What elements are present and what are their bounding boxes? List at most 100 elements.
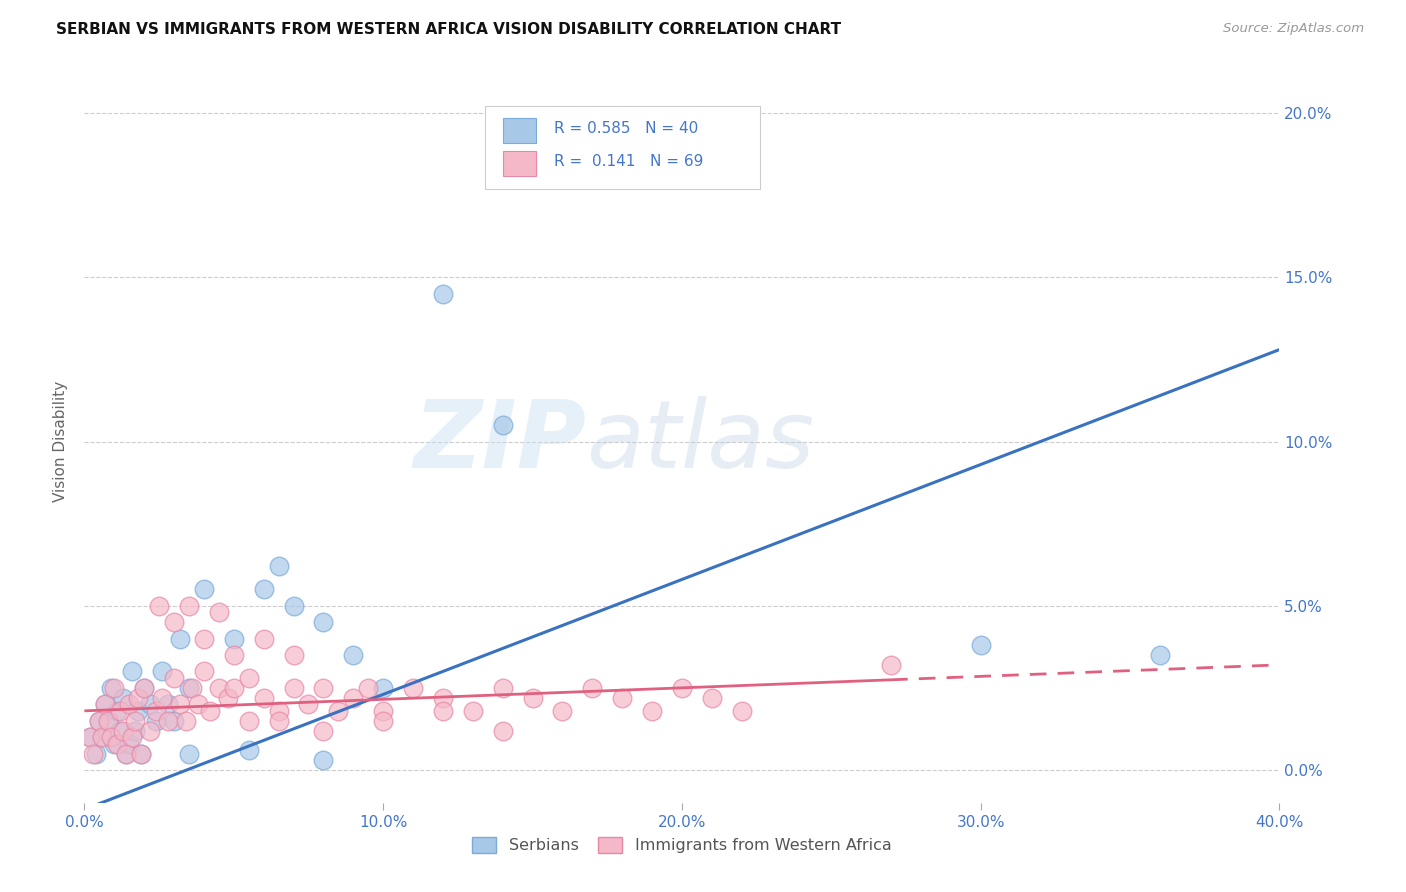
Point [148,599,170,613]
Point [124,714,146,728]
Y-axis label: Vision Disability: Vision Disability [53,381,69,502]
Text: Source: ZipAtlas.com: Source: ZipAtlas.com [1223,22,1364,36]
Point [169,698,191,712]
Point [461,704,484,718]
Point [342,648,364,662]
Point [492,681,515,695]
Point [222,632,245,646]
Point [312,723,335,738]
Point [169,632,191,646]
Point [373,681,395,695]
Point [124,723,146,738]
Point [267,704,290,718]
Point [163,671,186,685]
Point [267,559,290,574]
Point [91,730,114,744]
Point [373,714,395,728]
Point [492,418,515,433]
Point [432,690,454,705]
Point [402,681,425,695]
Point [121,730,143,744]
Point [115,747,138,761]
Point [238,671,260,685]
Text: atlas: atlas [586,396,814,487]
Point [312,681,335,695]
Point [297,698,319,712]
Point [105,704,128,718]
Point [492,723,515,738]
Point [86,747,108,761]
Point [187,698,209,712]
Point [238,743,260,757]
Point [177,599,200,613]
Point [700,690,723,705]
Point [198,704,221,718]
Point [112,690,135,705]
Point [118,698,141,712]
Point [105,737,128,751]
Point [731,704,754,718]
Point [127,704,149,718]
Point [121,665,143,679]
Point [253,690,276,705]
Point [267,714,290,728]
Point [139,698,162,712]
Bar [503,118,536,143]
Point [432,286,454,301]
Point [129,747,152,761]
Point [641,704,664,718]
Point [283,599,305,613]
Point [671,681,693,695]
Point [127,690,149,705]
Point [522,690,544,705]
Point [97,714,120,728]
Point [970,638,993,652]
Point [1149,648,1171,662]
Text: R =  0.141   N = 69: R = 0.141 N = 69 [554,154,703,169]
Point [373,704,395,718]
Point [157,714,180,728]
Point [110,723,132,738]
Point [139,723,162,738]
Point [253,582,276,597]
Point [103,737,125,751]
Point [79,730,101,744]
Point [193,632,215,646]
Point [100,681,122,695]
Text: ZIP: ZIP [413,395,586,488]
Bar [503,151,536,177]
Point [880,657,903,672]
Point [89,714,111,728]
Point [193,582,215,597]
Point [612,690,634,705]
Legend: Serbians, Immigrants from Western Africa: Serbians, Immigrants from Western Africa [465,830,898,860]
Point [193,665,215,679]
FancyBboxPatch shape [485,105,759,189]
Point [283,681,305,695]
Point [103,681,125,695]
Text: SERBIAN VS IMMIGRANTS FROM WESTERN AFRICA VISION DISABILITY CORRELATION CHART: SERBIAN VS IMMIGRANTS FROM WESTERN AFRIC… [56,22,841,37]
Point [581,681,603,695]
Point [112,723,135,738]
Point [177,681,200,695]
Point [342,690,364,705]
Point [312,753,335,767]
Point [132,681,156,695]
Point [222,681,245,695]
Point [145,714,167,728]
Point [357,681,380,695]
Point [110,704,132,718]
Point [150,690,173,705]
Point [163,615,186,630]
Point [145,704,167,718]
Point [97,714,120,728]
Point [222,648,245,662]
Point [181,681,204,695]
Point [89,714,111,728]
Point [551,704,574,718]
Point [177,747,200,761]
Point [82,747,104,761]
Point [94,698,117,712]
Point [129,747,152,761]
Point [115,747,138,761]
